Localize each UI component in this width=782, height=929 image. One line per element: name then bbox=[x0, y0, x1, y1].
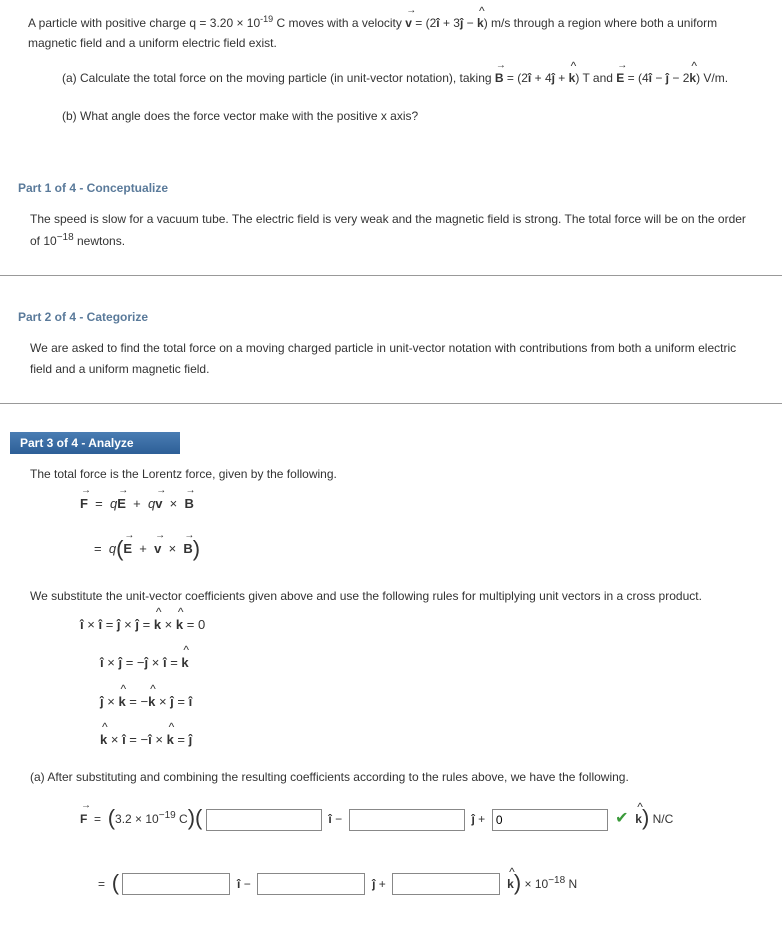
separator bbox=[0, 275, 782, 276]
blank-k1[interactable] bbox=[492, 809, 608, 831]
blank-k2[interactable] bbox=[392, 873, 500, 895]
text: C moves with a velocity bbox=[273, 16, 405, 30]
result-line-1: F = (3.2 × 10−19 C)( î − ĵ + ✔ k) N/C bbox=[30, 787, 758, 852]
text: We substitute the unit-vector coefficien… bbox=[30, 586, 758, 606]
result-line-2: = ( î − ĵ + k) × 10−18 N bbox=[30, 852, 758, 917]
text: newtons. bbox=[74, 234, 125, 248]
separator bbox=[0, 403, 782, 404]
text: The speed is slow for a vacuum tube. The… bbox=[30, 212, 746, 248]
k-hat: k bbox=[569, 68, 576, 88]
B-vector: B bbox=[495, 68, 504, 88]
E-vector: E bbox=[616, 68, 624, 88]
problem-statement: A particle with positive charge q = 3.20… bbox=[28, 12, 762, 54]
text: − bbox=[652, 71, 666, 85]
q-expr: q = 3.20 × 10 bbox=[189, 16, 260, 30]
text: − bbox=[463, 16, 477, 30]
blank-j1[interactable] bbox=[349, 809, 465, 831]
exp: −18 bbox=[57, 232, 74, 243]
text: = (2 bbox=[504, 71, 528, 85]
text: + 4 bbox=[531, 71, 551, 85]
k-hat: k bbox=[689, 68, 696, 88]
cross-rule-4: k × î = −î × k = ĵ bbox=[30, 721, 758, 759]
blank-i2[interactable] bbox=[122, 873, 230, 895]
text: = (4 bbox=[624, 71, 648, 85]
part1-header: Part 1 of 4 - Conceptualize bbox=[0, 175, 782, 199]
text: (a) After substituting and combining the… bbox=[30, 767, 758, 787]
lorentz-eq-2: = q(E + v × B) bbox=[30, 523, 758, 576]
text: ) T and bbox=[575, 71, 616, 85]
part1-body: The speed is slow for a vacuum tube. The… bbox=[0, 199, 782, 264]
q-exp: -19 bbox=[260, 14, 273, 24]
text: ) V/m. bbox=[696, 71, 728, 85]
text: (b) What angle does the force vector mak… bbox=[62, 109, 418, 123]
text: − 2 bbox=[669, 71, 689, 85]
cross-rule-3: ĵ × k = −k × ĵ = î bbox=[30, 683, 758, 721]
text: A particle with positive charge bbox=[28, 16, 189, 30]
subproblem-a: (a) Calculate the total force on the mov… bbox=[28, 68, 762, 88]
text: We are asked to find the total force on … bbox=[30, 341, 736, 375]
text: The total force is the Lorentz force, gi… bbox=[30, 464, 758, 484]
text: + bbox=[555, 71, 569, 85]
blank-j2[interactable] bbox=[257, 873, 365, 895]
subproblem-b: (b) What angle does the force vector mak… bbox=[28, 106, 762, 126]
cross-rule-1: î × î = ĵ × ĵ = k × k = 0 bbox=[30, 606, 758, 644]
text: + 3 bbox=[440, 16, 460, 30]
blank-i1[interactable] bbox=[206, 809, 322, 831]
part3-body: The total force is the Lorentz force, gi… bbox=[0, 454, 782, 929]
v-vector: v bbox=[405, 13, 412, 33]
lorentz-eq-1: F = qE + qv × B bbox=[30, 485, 758, 523]
check-icon: ✔ bbox=[615, 810, 628, 827]
k-hat: k bbox=[477, 13, 484, 33]
cross-rule-2: î × ĵ = −ĵ × î = k bbox=[30, 644, 758, 682]
part2-header: Part 2 of 4 - Categorize bbox=[0, 304, 782, 328]
text: (a) Calculate the total force on the mov… bbox=[62, 71, 495, 85]
part2-body: We are asked to find the total force on … bbox=[0, 328, 782, 391]
part3-header: Part 3 of 4 - Analyze bbox=[10, 432, 180, 454]
